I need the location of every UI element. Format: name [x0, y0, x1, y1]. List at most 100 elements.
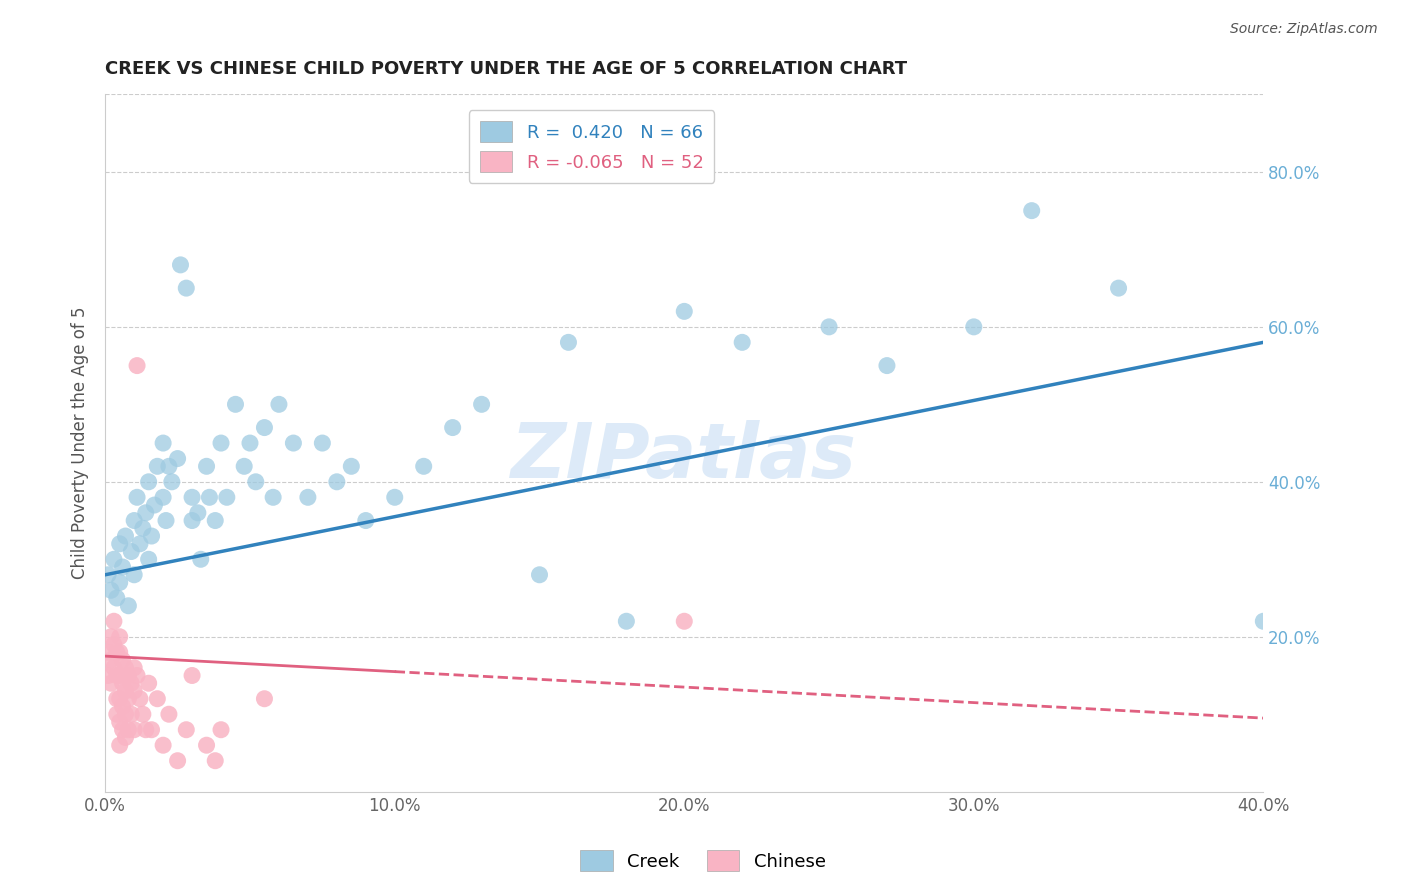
Point [125, 359, 148, 373]
Point [354, 514, 377, 528]
Point [166, 451, 188, 466]
Point [262, 491, 284, 505]
Point [209, 436, 232, 450]
Text: CREEK VS CHINESE CHILD POVERTY UNDER THE AGE OF 5 CORRELATION CHART: CREEK VS CHINESE CHILD POVERTY UNDER THE… [105, 60, 907, 78]
Point [125, 491, 148, 505]
Point [1021, 203, 1043, 218]
Point [673, 304, 696, 318]
Point [146, 459, 169, 474]
Point [673, 614, 696, 628]
Point [195, 459, 218, 474]
Point [120, 707, 142, 722]
Point [384, 491, 406, 505]
Point [141, 723, 163, 737]
Text: Source: ZipAtlas.com: Source: ZipAtlas.com [1230, 22, 1378, 37]
Point [245, 475, 267, 489]
Point [108, 630, 131, 644]
Point [135, 723, 157, 737]
Point [876, 359, 898, 373]
Point [529, 567, 551, 582]
Point [166, 754, 188, 768]
Point [117, 691, 139, 706]
Point [138, 552, 160, 566]
Point [111, 723, 134, 737]
Point [146, 691, 169, 706]
Point [103, 661, 125, 675]
Point [97, 668, 120, 682]
Point [253, 420, 276, 434]
Point [614, 614, 637, 628]
Point [215, 491, 238, 505]
Point [129, 691, 152, 706]
Y-axis label: Child Poverty Under the Age of 5: Child Poverty Under the Age of 5 [72, 307, 89, 579]
Point [114, 529, 136, 543]
Point [181, 491, 204, 505]
Point [108, 645, 131, 659]
Point [103, 552, 125, 566]
Point [209, 723, 232, 737]
Point [114, 661, 136, 675]
Point [157, 459, 180, 474]
Point [283, 436, 305, 450]
Point [152, 436, 174, 450]
Point [1253, 614, 1275, 628]
Point [111, 653, 134, 667]
Point [111, 699, 134, 714]
Point [963, 319, 986, 334]
Point [412, 459, 434, 474]
Point [117, 668, 139, 682]
Point [122, 514, 145, 528]
Point [105, 691, 128, 706]
Text: ZIPatlas: ZIPatlas [512, 420, 858, 494]
Point [117, 723, 139, 737]
Point [129, 537, 152, 551]
Point [108, 714, 131, 729]
Point [198, 491, 221, 505]
Point [132, 707, 155, 722]
Point [108, 738, 131, 752]
Point [103, 614, 125, 628]
Point [100, 630, 122, 644]
Point [297, 491, 319, 505]
Point [100, 653, 122, 667]
Point [169, 258, 191, 272]
Point [132, 521, 155, 535]
Point [122, 567, 145, 582]
Point [100, 583, 122, 598]
Point [105, 707, 128, 722]
Point [174, 281, 197, 295]
Point [731, 335, 754, 350]
Point [160, 475, 183, 489]
Point [108, 575, 131, 590]
Point [105, 645, 128, 659]
Point [204, 514, 226, 528]
Point [233, 459, 256, 474]
Point [311, 436, 333, 450]
Point [122, 661, 145, 675]
Point [253, 691, 276, 706]
Point [267, 397, 290, 411]
Point [138, 676, 160, 690]
Point [103, 638, 125, 652]
Point [105, 668, 128, 682]
Point [818, 319, 841, 334]
Point [108, 537, 131, 551]
Point [111, 560, 134, 574]
Point [157, 707, 180, 722]
Point [114, 684, 136, 698]
Point [181, 668, 204, 682]
Point [190, 552, 212, 566]
Point [181, 514, 204, 528]
Point [557, 335, 579, 350]
Point [340, 459, 363, 474]
Point [174, 723, 197, 737]
Point [108, 668, 131, 682]
Point [152, 491, 174, 505]
Point [187, 506, 209, 520]
Point [114, 731, 136, 745]
Point [204, 754, 226, 768]
Point [105, 591, 128, 605]
Point [125, 668, 148, 682]
Point [155, 514, 177, 528]
Point [1108, 281, 1130, 295]
